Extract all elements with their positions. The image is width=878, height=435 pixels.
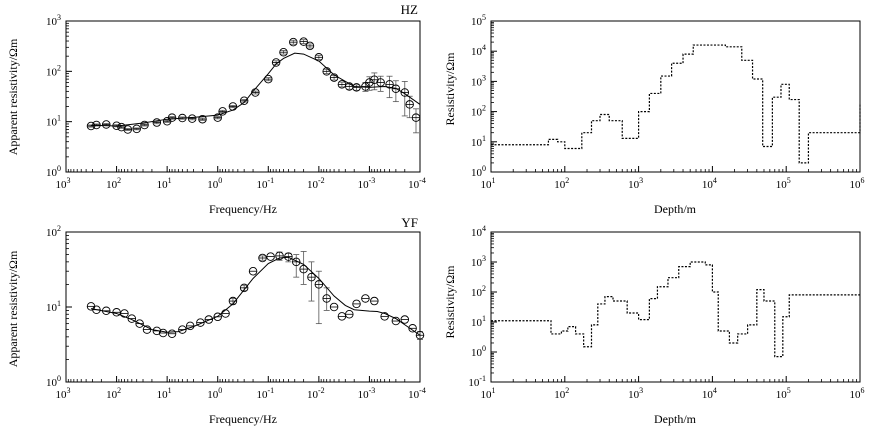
- y-tick-label: 104: [471, 43, 486, 58]
- x-tick-label: 102: [554, 176, 569, 191]
- y-tick-label: 101: [471, 134, 486, 149]
- y-axis-label: Apparent resistivity/Ωm: [6, 250, 20, 367]
- y-tick-label: 10-1: [468, 374, 486, 389]
- y-tick-label: 100: [471, 344, 486, 359]
- y-tick-label: 104: [471, 224, 486, 239]
- y-tick-label: 102: [471, 284, 486, 299]
- x-tick-label: 101: [481, 176, 496, 191]
- y-tick-label: 102: [46, 63, 61, 78]
- y-axis-label: Resistivity/Ωm: [443, 265, 457, 339]
- x-tick-label: 103: [628, 386, 643, 401]
- x-tick-label: 105: [776, 386, 791, 401]
- panel-hz-curve: Apparent resistivity/Ωm Frequency/Hz HZ …: [6, 2, 426, 216]
- plot-frame: [65, 20, 421, 173]
- x-tick-label: 100: [207, 176, 222, 191]
- y-tick-label: 103: [46, 13, 61, 28]
- x-axis-label: Frequency/Hz: [209, 202, 277, 216]
- x-tick-label: 101: [481, 386, 496, 401]
- x-tick-label: 101: [157, 386, 172, 401]
- y-tick-label: 100: [46, 164, 61, 179]
- x-tick-label: 102: [106, 176, 121, 191]
- y-axis-label: Resistivity/Ωm: [443, 52, 457, 126]
- y-tick-label: 105: [471, 13, 486, 28]
- x-axis-label: Frequency/Hz: [209, 412, 277, 426]
- x-tick-label: 102: [554, 386, 569, 401]
- panel-tag: HZ: [401, 2, 418, 17]
- x-tick-label: 10-1: [256, 386, 274, 401]
- plot-frame: [490, 231, 861, 383]
- y-tick-label: 100: [471, 164, 486, 179]
- y-tick-label: 101: [46, 299, 61, 314]
- x-tick-label: 10-1: [256, 176, 274, 191]
- y-tick-label: 102: [46, 224, 61, 239]
- y-tick-label: 102: [471, 104, 486, 119]
- y-tick-label: 101: [46, 114, 61, 129]
- x-tick-label: 100: [207, 386, 222, 401]
- model-curve: [91, 52, 421, 127]
- x-tick-label: 106: [850, 176, 865, 191]
- y-tick-label: 100: [46, 374, 61, 389]
- x-tick-label: 104: [702, 176, 717, 191]
- y-axis-label: Apparent resistivity/Ωm: [6, 38, 20, 155]
- resistivity-model-step-line: [491, 44, 861, 164]
- x-tick-label: 104: [702, 386, 717, 401]
- y-tick-label: 103: [471, 254, 486, 269]
- x-tick-label: 10-3: [358, 386, 376, 401]
- x-tick-label: 103: [56, 386, 71, 401]
- x-tick-label: 10-4: [408, 386, 426, 401]
- panel-yf-curve: Apparent resistivity/Ωm Frequency/Hz YF …: [6, 215, 426, 426]
- x-tick-label: 103: [628, 176, 643, 191]
- x-tick-label: 10-2: [307, 176, 325, 191]
- x-tick-label: 106: [850, 386, 865, 401]
- plot-frame: [65, 231, 421, 383]
- panel-hz-model: Resistivity/Ωm Depth/m 101 102 103 104 105 10…: [443, 13, 865, 216]
- panel-yf-model: Resistivity/Ωm Depth/m 101 102 103 104 105 10…: [443, 224, 865, 426]
- x-tick-label: 105: [776, 176, 791, 191]
- panel-tag: YF: [401, 215, 418, 230]
- y-tick-label: 101: [471, 314, 486, 329]
- x-tick-label: 101: [157, 176, 172, 191]
- resistivity-model-step-line: [491, 261, 860, 358]
- x-tick-label: 102: [106, 386, 121, 401]
- plot-frame: [490, 20, 861, 173]
- x-tick-label: 10-4: [408, 176, 426, 191]
- x-tick-label: 10-2: [307, 386, 325, 401]
- x-axis-label: Depth/m: [654, 412, 697, 426]
- x-tick-label: 103: [56, 176, 71, 191]
- y-tick-label: 103: [471, 73, 486, 88]
- x-tick-label: 10-3: [358, 176, 376, 191]
- x-axis-label: Depth/m: [654, 202, 697, 216]
